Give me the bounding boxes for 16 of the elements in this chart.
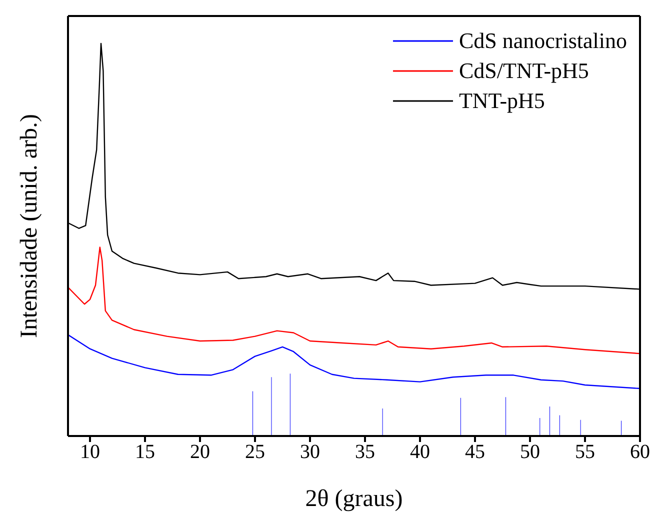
x-tick-label: 40 bbox=[410, 441, 430, 464]
x-tick-label: 50 bbox=[520, 441, 540, 464]
x-axis-title: 2θ (graus) bbox=[305, 486, 403, 512]
x-tick-label: 30 bbox=[300, 441, 320, 464]
x-tick-label: 60 bbox=[630, 441, 650, 464]
x-tick-label: 10 bbox=[80, 441, 100, 464]
x-tick-label: 25 bbox=[245, 441, 265, 464]
x-tick-label: 20 bbox=[190, 441, 210, 464]
x-tick-label: 55 bbox=[575, 441, 595, 464]
x-tick-label: 15 bbox=[135, 441, 155, 464]
legend-label: TNT-pH5 bbox=[458, 87, 545, 115]
legend-label: CdS/TNT-pH5 bbox=[458, 57, 589, 85]
y-axis-title: Intensidade (unid. arb.) bbox=[16, 114, 43, 338]
legend-label: CdS nanocristalino bbox=[458, 27, 627, 55]
x-tick-label: 35 bbox=[355, 441, 375, 464]
x-tick-label: 45 bbox=[465, 441, 485, 464]
